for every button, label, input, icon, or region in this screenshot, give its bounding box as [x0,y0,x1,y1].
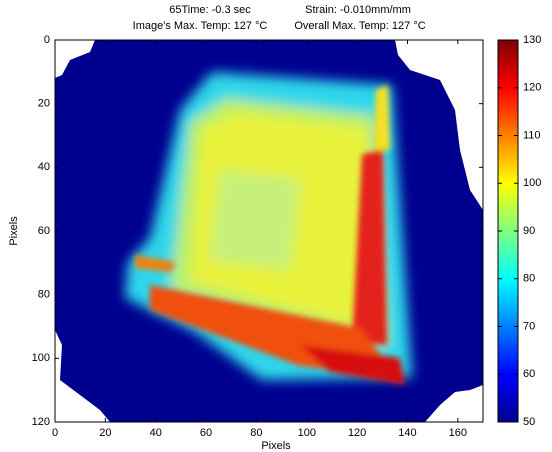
thermal-image [55,40,483,422]
heat [125,72,412,380]
title: Image's Max. Temp: 127 °C [133,20,268,32]
colorbar-tick-label: 130 [523,34,541,46]
edge [425,385,483,422]
hot-regions [135,85,405,385]
y-tick-label: 80 [38,289,50,301]
y-tick-label: 20 [38,98,50,110]
colorbar-tick-label: 50 [523,416,535,428]
colorbar-tick-label: 120 [523,82,541,94]
title: Overall Max. Temp: 127 °C [294,20,425,32]
x-tick-label: 120 [348,427,366,439]
y-tick-label: 100 [32,352,50,364]
title: 65Time: -0.3 sec [169,4,251,16]
x-tick-label: 100 [298,427,316,439]
colorbar-tick-label: 100 [523,177,541,189]
y-tick-label: 120 [32,416,50,428]
colorbar-tick-label: 80 [523,273,535,285]
x-tick-label: 140 [398,427,416,439]
title: Strain: -0.010mm/mm [305,4,411,16]
colorbar-tick-label: 70 [523,320,535,332]
edge [55,330,110,422]
x-tick-label: 40 [150,427,162,439]
edge [55,40,95,78]
x-tick-label: 0 [52,427,58,439]
colorbar-tick-label: 90 [523,225,535,237]
x-tick-label: 160 [449,427,467,439]
x-tick-label: 80 [250,427,262,439]
y-tick-label: 0 [44,34,50,46]
y-tick-label: 40 [38,161,50,173]
x-axis-label: Pixels [261,440,291,452]
x-tick-label: 60 [200,427,212,439]
x-tick-label: 20 [99,427,111,439]
y-axis-label: Pixels [8,216,20,246]
colorbar-tick-label: 60 [523,368,535,380]
y-tick-label: 60 [38,225,50,237]
edge [395,40,483,210]
colorbar-tick-label: 110 [523,129,541,141]
